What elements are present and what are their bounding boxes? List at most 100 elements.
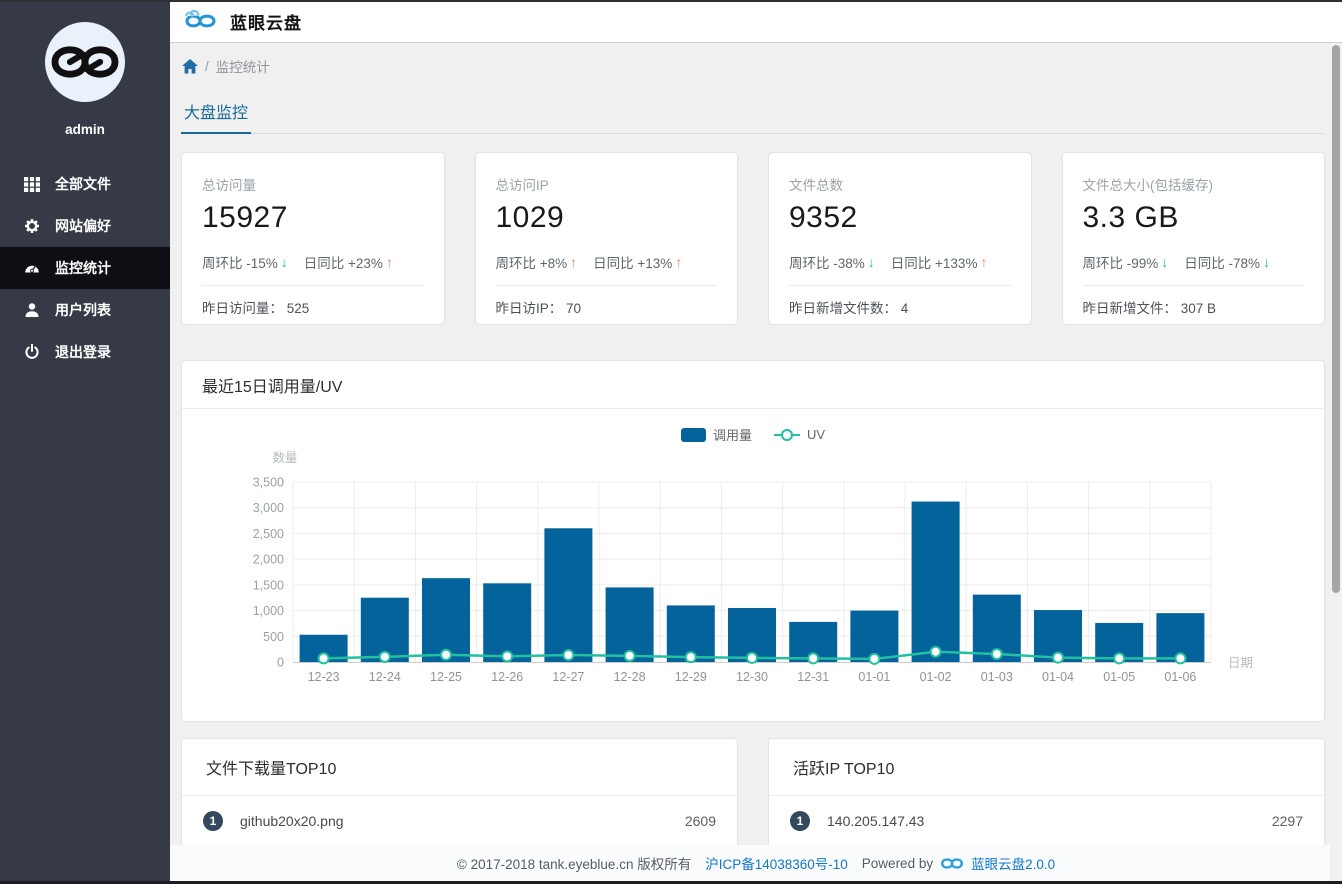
rank-badge: 1 <box>203 811 223 831</box>
svg-text:01-03: 01-03 <box>981 670 1013 684</box>
sidebar-item-3[interactable]: 用户列表 <box>0 289 170 331</box>
legend-label: UV <box>806 427 826 442</box>
sidebar-item-label: 退出登录 <box>55 344 111 360</box>
svg-text:12-25: 12-25 <box>430 670 462 684</box>
tab-dashboard-monitor[interactable]: 大盘监控 <box>181 99 252 134</box>
sidebar-item-4[interactable]: 退出登录 <box>0 331 170 373</box>
username: admin <box>65 122 105 137</box>
chart-title: 最近15日调用量/UV <box>182 361 1324 409</box>
infinity-logo-icon <box>51 46 119 78</box>
tab-bar: 大盘监控 <box>181 99 1325 134</box>
svg-text:0: 0 <box>277 656 284 670</box>
chart-legend: 调用量 UV <box>182 425 1324 444</box>
grid-icon <box>23 176 40 193</box>
svg-text:1,000: 1,000 <box>253 604 284 618</box>
bar-series-swatch-icon <box>680 427 706 442</box>
trend-up-arrow-icon: ↑ <box>570 254 578 270</box>
svg-text:12-26: 12-26 <box>491 670 523 684</box>
footer: © 2017-2018 tank.eyeblue.cn 版权所有 沪ICP备14… <box>170 845 1342 881</box>
stat-card-2: 文件总数 9352 周环比 -38% ↓ 日同比 +133% ↑ 昨日新增文件数： 4 <box>768 152 1032 325</box>
footer-logo-icon <box>941 857 964 869</box>
sidebar-item-label: 监控统计 <box>55 260 111 276</box>
stat-label: 文件总大小(包括缓存) <box>1082 178 1214 193</box>
breadcrumb-current: 监控统计 <box>215 60 270 75</box>
divider <box>495 285 717 286</box>
sidebar-menu: 全部文件网站偏好监控统计用户列表退出登录 <box>0 163 170 373</box>
user-icon <box>23 302 40 319</box>
svg-text:01-05: 01-05 <box>1103 670 1135 684</box>
breadcrumb-separator: / <box>205 58 209 74</box>
stat-trends: 周环比 -99% ↓ 日同比 -78% ↓ <box>1083 252 1305 272</box>
svg-text:日期: 日期 <box>1228 656 1253 670</box>
svg-text:12-29: 12-29 <box>675 670 707 684</box>
sidebar-item-label: 网站偏好 <box>55 218 111 234</box>
sidebar-item-label: 全部文件 <box>55 176 111 192</box>
svg-text:2,000: 2,000 <box>253 553 284 567</box>
stat-cards-row: 总访问量 15927 周环比 -15% ↓ 日同比 +23% ↑ 昨日访问量： 525 总访问… <box>181 152 1325 325</box>
svg-text:1,500: 1,500 <box>253 578 284 592</box>
powered-by: Powered by 蓝眼云盘2.0.0 <box>862 853 1055 873</box>
list-item-name: github20x20.png <box>240 813 344 829</box>
day-trend: 日同比 +133% <box>890 256 978 271</box>
svg-text:12-24: 12-24 <box>369 670 401 684</box>
sidebar-item-1[interactable]: 网站偏好 <box>0 205 170 247</box>
scrollbar-thumb[interactable] <box>1332 45 1340 593</box>
app-logo-icon <box>183 9 219 33</box>
svg-text:12-31: 12-31 <box>797 670 829 684</box>
list-item: 1 github20x20.png 2609 <box>182 796 737 846</box>
svg-text:01-04: 01-04 <box>1042 670 1074 684</box>
list-item-name: 140.205.147.43 <box>827 813 925 829</box>
svg-text:01-06: 01-06 <box>1164 670 1196 684</box>
sidebar-item-2[interactable]: 监控统计 <box>0 247 170 289</box>
day-trend: 日同比 -78% <box>1184 256 1261 271</box>
week-trend: 周环比 +8% <box>495 256 568 271</box>
trend-down-arrow-icon: ↓ <box>1161 254 1169 270</box>
stat-footer: 昨日新增文件数： 4 <box>789 301 909 316</box>
svg-text:500: 500 <box>263 630 284 644</box>
stat-label: 总访问IP <box>495 178 549 193</box>
legend-item-calls[interactable]: 调用量 <box>680 425 752 444</box>
svg-text:3,000: 3,000 <box>253 501 284 515</box>
stat-footer: 昨日访IP： 70 <box>495 301 582 316</box>
list-item-count: 2609 <box>684 813 716 829</box>
gear-icon <box>23 218 40 235</box>
day-trend: 日同比 +23% <box>303 256 383 271</box>
window-top-edge <box>0 0 1342 2</box>
legend-item-uv[interactable]: UV <box>773 427 826 442</box>
window-bottom-edge <box>0 881 1342 884</box>
divider <box>1082 285 1304 286</box>
stat-card-1: 总访问IP 1029 周环比 +8% ↑ 日同比 +13% ↑ 昨日访IP： 70 <box>474 152 738 325</box>
divider <box>789 285 1011 286</box>
app-title: 蓝眼云盘 <box>230 13 302 33</box>
stat-trends: 周环比 -15% ↓ 日同比 +23% ↑ <box>202 252 424 272</box>
stat-label: 文件总数 <box>789 178 843 193</box>
divider <box>202 285 424 286</box>
home-icon[interactable] <box>182 58 198 74</box>
stat-value: 9352 <box>789 201 858 234</box>
trend-up-arrow-icon: ↑ <box>675 254 683 270</box>
trend-up-arrow-icon: ↑ <box>980 254 988 270</box>
week-trend: 周环比 -15% <box>202 256 278 271</box>
list-title: 文件下载量TOP10 <box>182 739 737 796</box>
dashboard-icon <box>23 260 40 277</box>
sidebar-item-0[interactable]: 全部文件 <box>0 163 170 205</box>
svg-text:2,500: 2,500 <box>253 527 284 541</box>
day-trend: 日同比 +13% <box>593 256 673 271</box>
stat-label: 总访问量 <box>202 178 256 193</box>
brand-link[interactable]: 蓝眼云盘2.0.0 <box>971 857 1056 872</box>
list-item-count: 2297 <box>1271 813 1303 829</box>
stat-footer: 昨日新增文件： 307 B <box>1082 301 1217 316</box>
sidebar: admin 全部文件网站偏好监控统计用户列表退出登录 <box>0 0 170 884</box>
header: 蓝眼云盘 <box>170 0 1342 43</box>
copyright-text: © 2017-2018 tank.eyeblue.cn 版权所有 <box>456 857 692 872</box>
svg-text:12-30: 12-30 <box>736 670 768 684</box>
list-item: 1 140.205.147.43 2297 <box>769 796 1324 846</box>
stat-trends: 周环比 +8% ↑ 日同比 +13% ↑ <box>496 252 718 272</box>
svg-text:01-01: 01-01 <box>858 670 890 684</box>
chart-card: 最近15日调用量/UV 调用量 UV 0 500 1,000 1,500 2,000 2,… <box>181 360 1325 722</box>
icp-link[interactable]: 沪ICP备14038360号-10 <box>705 857 848 872</box>
list-title: 活跃IP TOP10 <box>769 739 1324 796</box>
avatar[interactable] <box>45 22 125 102</box>
trend-down-arrow-icon: ↓ <box>280 254 288 270</box>
